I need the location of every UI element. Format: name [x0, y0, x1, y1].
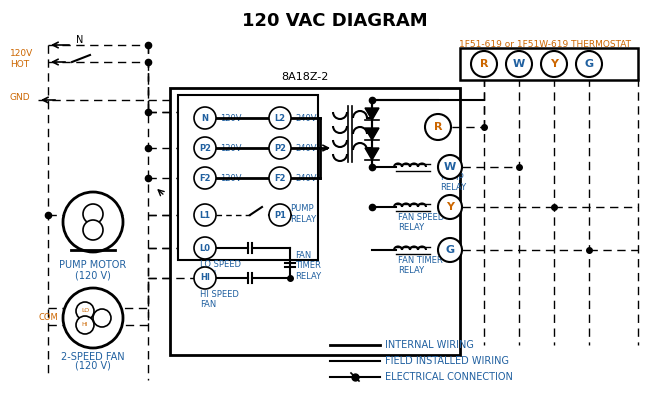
Circle shape [63, 192, 123, 252]
Text: 8A18Z-2: 8A18Z-2 [281, 72, 329, 82]
Circle shape [194, 267, 216, 289]
Text: F2: F2 [199, 173, 211, 183]
Polygon shape [365, 148, 379, 160]
Circle shape [471, 51, 497, 77]
Text: HI SPEED
FAN: HI SPEED FAN [200, 290, 239, 309]
Circle shape [63, 288, 123, 348]
Text: Y: Y [550, 59, 558, 69]
Text: N: N [76, 35, 83, 45]
Text: G: G [584, 59, 594, 69]
Text: N: N [202, 114, 208, 122]
Text: 2-SPEED FAN: 2-SPEED FAN [61, 352, 125, 362]
Text: HOT: HOT [10, 60, 29, 69]
Circle shape [194, 167, 216, 189]
Bar [178, 95, 318, 260]
Text: 120 VAC DIAGRAM: 120 VAC DIAGRAM [242, 12, 428, 30]
Circle shape [425, 114, 451, 140]
Circle shape [438, 238, 462, 262]
Text: 1F51-619 or 1F51W-619 THERMOSTAT: 1F51-619 or 1F51W-619 THERMOSTAT [459, 40, 631, 49]
Circle shape [93, 309, 111, 327]
Circle shape [269, 137, 291, 159]
Circle shape [83, 204, 103, 224]
Text: Y: Y [446, 202, 454, 212]
Circle shape [438, 195, 462, 219]
Text: L2: L2 [275, 114, 285, 122]
Text: R: R [433, 122, 442, 132]
Text: G: G [446, 245, 454, 255]
Circle shape [76, 302, 94, 320]
Text: 120V: 120V [10, 49, 34, 58]
Circle shape [541, 51, 567, 77]
Text: HI: HI [200, 274, 210, 282]
Text: P2: P2 [274, 143, 286, 153]
Polygon shape [365, 128, 379, 140]
Circle shape [269, 204, 291, 226]
Circle shape [194, 204, 216, 226]
Circle shape [269, 107, 291, 129]
Text: GND: GND [10, 93, 31, 102]
Text: (120 V): (120 V) [75, 361, 111, 371]
Text: LO SPEED
FAN: LO SPEED FAN [200, 260, 241, 279]
Text: W: W [444, 162, 456, 172]
Text: LO: LO [81, 308, 89, 313]
Text: FAN
TIMER
RELAY: FAN TIMER RELAY [295, 251, 321, 281]
Circle shape [438, 155, 462, 179]
Text: R: R [480, 59, 488, 69]
Text: COM: COM [38, 313, 58, 323]
Text: 120V: 120V [220, 173, 241, 183]
Text: 240V: 240V [295, 114, 316, 122]
Text: (120 V): (120 V) [75, 270, 111, 280]
Circle shape [83, 220, 103, 240]
Bar [460, 48, 638, 80]
Circle shape [194, 237, 216, 259]
Text: 240V: 240V [295, 143, 316, 153]
Text: FAN TIMER
RELAY: FAN TIMER RELAY [398, 256, 443, 275]
Text: P1: P1 [274, 210, 286, 220]
Text: P2: P2 [199, 143, 211, 153]
Circle shape [194, 107, 216, 129]
Circle shape [576, 51, 602, 77]
Text: F2: F2 [274, 173, 285, 183]
Bar [170, 88, 460, 355]
Text: 240V: 240V [295, 173, 316, 183]
Text: ELECTRICAL CONNECTION: ELECTRICAL CONNECTION [385, 372, 513, 382]
Circle shape [76, 316, 94, 334]
Text: W: W [513, 59, 525, 69]
Circle shape [269, 167, 291, 189]
Text: L1: L1 [200, 210, 210, 220]
Text: INTERNAL WIRING: INTERNAL WIRING [385, 340, 474, 350]
Text: L0: L0 [200, 243, 210, 253]
Text: HI: HI [82, 323, 88, 328]
Text: 120V: 120V [220, 143, 241, 153]
Text: 120V: 120V [220, 114, 241, 122]
Circle shape [506, 51, 532, 77]
Circle shape [194, 137, 216, 159]
Text: PUMP
RELAY: PUMP RELAY [290, 204, 316, 224]
Polygon shape [365, 108, 379, 120]
Text: PUMP
RELAY: PUMP RELAY [440, 173, 466, 192]
Text: FAN SPEED
RELAY: FAN SPEED RELAY [398, 213, 444, 233]
Text: FIELD INSTALLED WIRING: FIELD INSTALLED WIRING [385, 356, 509, 366]
Text: PUMP MOTOR: PUMP MOTOR [60, 260, 127, 270]
